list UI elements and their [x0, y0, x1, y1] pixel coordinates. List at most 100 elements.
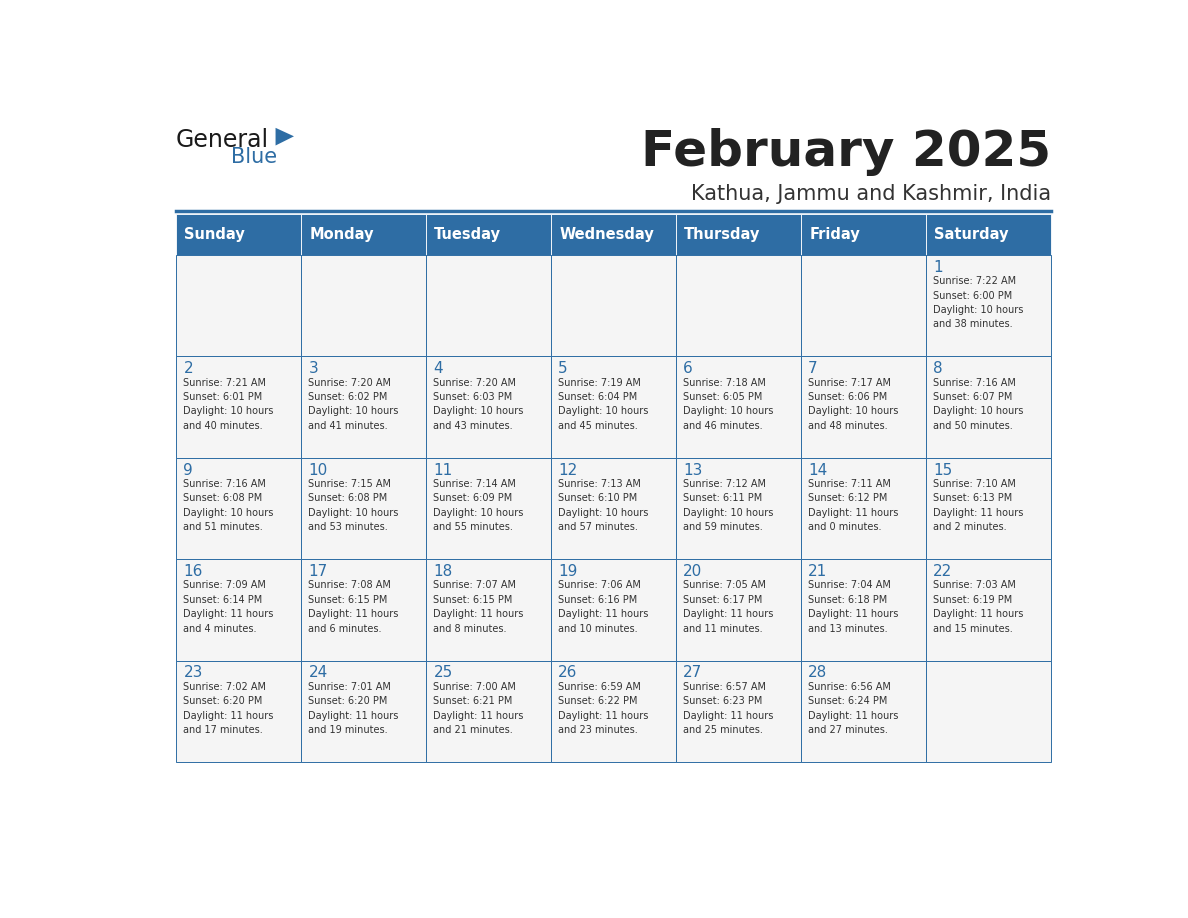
Text: 19: 19: [558, 564, 577, 579]
Text: 10: 10: [309, 463, 328, 477]
Bar: [176, 559, 301, 661]
Text: 18: 18: [434, 564, 453, 579]
Text: Saturday: Saturday: [934, 227, 1009, 242]
Bar: [676, 214, 801, 255]
Text: Sunrise: 7:06 AM
Sunset: 6:16 PM
Daylight: 11 hours
and 10 minutes.: Sunrise: 7:06 AM Sunset: 6:16 PM Dayligh…: [558, 580, 649, 633]
Text: Sunrise: 7:14 AM
Sunset: 6:09 PM
Daylight: 10 hours
and 55 minutes.: Sunrise: 7:14 AM Sunset: 6:09 PM Dayligh…: [434, 479, 524, 532]
Text: Sunrise: 7:07 AM
Sunset: 6:15 PM
Daylight: 11 hours
and 8 minutes.: Sunrise: 7:07 AM Sunset: 6:15 PM Dayligh…: [434, 580, 524, 633]
Bar: [426, 661, 551, 762]
Bar: [301, 255, 426, 356]
Text: Blue: Blue: [232, 147, 278, 167]
Text: 27: 27: [683, 666, 702, 680]
Bar: [801, 356, 925, 458]
Text: 6: 6: [683, 362, 693, 376]
Bar: [426, 559, 551, 661]
Text: Wednesday: Wednesday: [560, 227, 655, 242]
Text: 12: 12: [558, 463, 577, 477]
Text: 7: 7: [808, 362, 817, 376]
Text: Sunrise: 7:01 AM
Sunset: 6:20 PM
Daylight: 11 hours
and 19 minutes.: Sunrise: 7:01 AM Sunset: 6:20 PM Dayligh…: [309, 682, 399, 735]
Text: Kathua, Jammu and Kashmir, India: Kathua, Jammu and Kashmir, India: [690, 185, 1051, 205]
Bar: [301, 661, 426, 762]
Bar: [925, 458, 1051, 559]
Text: Sunrise: 6:57 AM
Sunset: 6:23 PM
Daylight: 11 hours
and 25 minutes.: Sunrise: 6:57 AM Sunset: 6:23 PM Dayligh…: [683, 682, 773, 735]
Bar: [551, 661, 676, 762]
Bar: [176, 255, 301, 356]
Text: Friday: Friday: [809, 227, 860, 242]
Text: 15: 15: [934, 463, 953, 477]
Text: 11: 11: [434, 463, 453, 477]
Text: 3: 3: [309, 362, 318, 376]
Bar: [551, 214, 676, 255]
Bar: [551, 559, 676, 661]
Text: 22: 22: [934, 564, 953, 579]
Bar: [801, 559, 925, 661]
Polygon shape: [276, 128, 293, 145]
Bar: [801, 661, 925, 762]
Text: Sunrise: 7:17 AM
Sunset: 6:06 PM
Daylight: 10 hours
and 48 minutes.: Sunrise: 7:17 AM Sunset: 6:06 PM Dayligh…: [808, 377, 898, 431]
Bar: [676, 661, 801, 762]
Bar: [176, 661, 301, 762]
Bar: [426, 458, 551, 559]
Text: Thursday: Thursday: [684, 227, 760, 242]
Text: Sunrise: 7:02 AM
Sunset: 6:20 PM
Daylight: 11 hours
and 17 minutes.: Sunrise: 7:02 AM Sunset: 6:20 PM Dayligh…: [183, 682, 274, 735]
Bar: [301, 214, 426, 255]
Text: Sunrise: 7:09 AM
Sunset: 6:14 PM
Daylight: 11 hours
and 4 minutes.: Sunrise: 7:09 AM Sunset: 6:14 PM Dayligh…: [183, 580, 274, 633]
Text: General: General: [176, 128, 270, 151]
Bar: [676, 559, 801, 661]
Bar: [925, 255, 1051, 356]
Text: Sunrise: 7:21 AM
Sunset: 6:01 PM
Daylight: 10 hours
and 40 minutes.: Sunrise: 7:21 AM Sunset: 6:01 PM Dayligh…: [183, 377, 274, 431]
Text: Sunrise: 7:12 AM
Sunset: 6:11 PM
Daylight: 10 hours
and 59 minutes.: Sunrise: 7:12 AM Sunset: 6:11 PM Dayligh…: [683, 479, 773, 532]
Text: February 2025: February 2025: [640, 128, 1051, 176]
Bar: [925, 661, 1051, 762]
Text: Tuesday: Tuesday: [435, 227, 501, 242]
Text: 14: 14: [808, 463, 828, 477]
Text: 16: 16: [183, 564, 203, 579]
Bar: [676, 458, 801, 559]
Text: Sunrise: 7:15 AM
Sunset: 6:08 PM
Daylight: 10 hours
and 53 minutes.: Sunrise: 7:15 AM Sunset: 6:08 PM Dayligh…: [309, 479, 399, 532]
Bar: [301, 458, 426, 559]
Text: 1: 1: [934, 260, 943, 275]
Text: 8: 8: [934, 362, 943, 376]
Bar: [176, 214, 301, 255]
Text: 28: 28: [808, 666, 828, 680]
Text: 4: 4: [434, 362, 443, 376]
Bar: [176, 458, 301, 559]
Text: 24: 24: [309, 666, 328, 680]
Text: Sunrise: 7:05 AM
Sunset: 6:17 PM
Daylight: 11 hours
and 11 minutes.: Sunrise: 7:05 AM Sunset: 6:17 PM Dayligh…: [683, 580, 773, 633]
Bar: [426, 255, 551, 356]
Bar: [176, 356, 301, 458]
Text: 25: 25: [434, 666, 453, 680]
Text: Sunrise: 7:00 AM
Sunset: 6:21 PM
Daylight: 11 hours
and 21 minutes.: Sunrise: 7:00 AM Sunset: 6:21 PM Dayligh…: [434, 682, 524, 735]
Text: Sunrise: 7:16 AM
Sunset: 6:07 PM
Daylight: 10 hours
and 50 minutes.: Sunrise: 7:16 AM Sunset: 6:07 PM Dayligh…: [934, 377, 1024, 431]
Bar: [801, 458, 925, 559]
Text: Sunrise: 7:04 AM
Sunset: 6:18 PM
Daylight: 11 hours
and 13 minutes.: Sunrise: 7:04 AM Sunset: 6:18 PM Dayligh…: [808, 580, 898, 633]
Bar: [426, 214, 551, 255]
Bar: [925, 214, 1051, 255]
Text: Monday: Monday: [309, 227, 374, 242]
Bar: [925, 559, 1051, 661]
Text: Sunrise: 7:03 AM
Sunset: 6:19 PM
Daylight: 11 hours
and 15 minutes.: Sunrise: 7:03 AM Sunset: 6:19 PM Dayligh…: [934, 580, 1024, 633]
Text: 26: 26: [558, 666, 577, 680]
Text: Sunrise: 7:22 AM
Sunset: 6:00 PM
Daylight: 10 hours
and 38 minutes.: Sunrise: 7:22 AM Sunset: 6:00 PM Dayligh…: [934, 276, 1024, 330]
Text: Sunrise: 7:13 AM
Sunset: 6:10 PM
Daylight: 10 hours
and 57 minutes.: Sunrise: 7:13 AM Sunset: 6:10 PM Dayligh…: [558, 479, 649, 532]
Text: Sunrise: 7:19 AM
Sunset: 6:04 PM
Daylight: 10 hours
and 45 minutes.: Sunrise: 7:19 AM Sunset: 6:04 PM Dayligh…: [558, 377, 649, 431]
Bar: [301, 356, 426, 458]
Text: 17: 17: [309, 564, 328, 579]
Text: 5: 5: [558, 362, 568, 376]
Text: Sunrise: 7:11 AM
Sunset: 6:12 PM
Daylight: 11 hours
and 0 minutes.: Sunrise: 7:11 AM Sunset: 6:12 PM Dayligh…: [808, 479, 898, 532]
Text: 13: 13: [683, 463, 702, 477]
Text: Sunday: Sunday: [184, 227, 245, 242]
Text: Sunrise: 7:20 AM
Sunset: 6:02 PM
Daylight: 10 hours
and 41 minutes.: Sunrise: 7:20 AM Sunset: 6:02 PM Dayligh…: [309, 377, 399, 431]
Text: 23: 23: [183, 666, 203, 680]
Text: Sunrise: 7:08 AM
Sunset: 6:15 PM
Daylight: 11 hours
and 6 minutes.: Sunrise: 7:08 AM Sunset: 6:15 PM Dayligh…: [309, 580, 399, 633]
Bar: [925, 356, 1051, 458]
Bar: [301, 559, 426, 661]
Bar: [551, 356, 676, 458]
Text: Sunrise: 7:20 AM
Sunset: 6:03 PM
Daylight: 10 hours
and 43 minutes.: Sunrise: 7:20 AM Sunset: 6:03 PM Dayligh…: [434, 377, 524, 431]
Text: Sunrise: 7:10 AM
Sunset: 6:13 PM
Daylight: 11 hours
and 2 minutes.: Sunrise: 7:10 AM Sunset: 6:13 PM Dayligh…: [934, 479, 1024, 532]
Text: 2: 2: [183, 362, 194, 376]
Bar: [801, 255, 925, 356]
Bar: [676, 356, 801, 458]
Bar: [676, 255, 801, 356]
Text: 21: 21: [808, 564, 828, 579]
